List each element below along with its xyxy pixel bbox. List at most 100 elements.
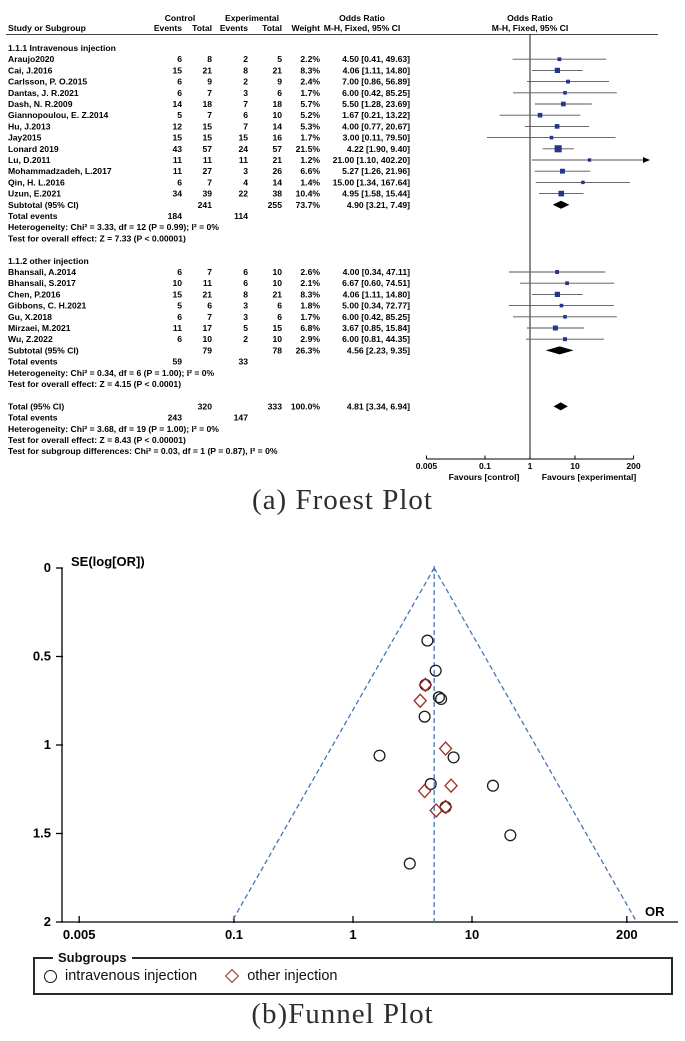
forest-text: 1.8% <box>300 301 320 311</box>
forest-text: 24 <box>238 144 248 154</box>
legend-items: intravenous injection other injection <box>35 959 671 993</box>
forest-text: 21 <box>272 65 282 75</box>
forest-text: 2.4% <box>300 77 320 87</box>
forest-row-study: Uzun, E.2021 <box>8 189 61 199</box>
funnel-point-diamond <box>418 677 433 693</box>
forest-text: 15 <box>172 133 182 143</box>
forest-row-study: Dantas, J. R.2021 <box>8 88 79 98</box>
forest-text: 7 <box>243 121 248 131</box>
forest-row-study: Araujo2020 <box>8 54 55 64</box>
funnel-y-tick-label: 1.5 <box>33 826 51 841</box>
forest-plot-caption: (a) Froest Plot <box>252 484 433 516</box>
forest-text: 26 <box>272 166 282 176</box>
forest-square-marker <box>554 124 560 129</box>
forest-text: 7 <box>207 312 212 322</box>
forest-row-study: Mohammadzadeh, L.2017 <box>8 166 112 176</box>
funnel-point-diamond <box>417 783 432 799</box>
forest-text: 8.3% <box>300 289 320 299</box>
forest-text: 10 <box>272 267 282 277</box>
forest-text: 11 <box>173 166 182 176</box>
forest-text: 4.90 [3.21, 7.49] <box>347 200 410 210</box>
forest-text: 5.50 [1.28, 23.69] <box>342 99 410 109</box>
forest-text: 1.2% <box>300 155 320 165</box>
forest-text: 34 <box>172 189 182 199</box>
forest-subtotal-diamond <box>545 346 574 355</box>
forest-text: 5.3% <box>300 121 320 131</box>
forest-square-marker <box>581 180 585 185</box>
col-header-method: M-H, Fixed, 95% CI <box>324 23 400 33</box>
forest-text: 4.56 [2.23, 9.35] <box>347 345 410 355</box>
forest-text: 26.3% <box>296 345 321 355</box>
forest-text: 3 <box>243 312 248 322</box>
forest-text: 2.1% <box>300 278 320 288</box>
forest-text: 15 <box>202 133 212 143</box>
subgroup-label: 1.1.1 Intravenous injection <box>8 43 116 53</box>
forest-row-study: Bhansali, A.2014 <box>8 267 76 277</box>
forest-text: 255 <box>268 200 283 210</box>
forest-arrow <box>643 157 650 163</box>
forest-text: 147 <box>234 413 249 423</box>
forest-text: 2 <box>243 54 248 64</box>
forest-text: 7 <box>243 99 248 109</box>
forest-text: 9 <box>207 77 212 87</box>
funnel-point-diamond <box>444 778 458 794</box>
forest-square-marker <box>560 101 566 107</box>
forest-text: 38 <box>272 189 282 199</box>
forest-text: 3.67 [0.85, 15.84] <box>342 323 410 333</box>
forest-text: 7 <box>207 110 212 120</box>
forest-text: 6.6% <box>300 166 320 176</box>
forest-text: 11 <box>239 155 248 165</box>
forest-text: 21.00 [1.10, 402.20] <box>333 155 411 165</box>
funnel-point-circle <box>418 710 431 723</box>
forest-text: 21 <box>272 155 282 165</box>
forest-text: 6 <box>277 301 282 311</box>
subgroup-label: 1.1.2 other injection <box>8 256 89 266</box>
forest-text: 11 <box>173 323 182 333</box>
forest-row-study: Lu, D.2011 <box>8 155 51 165</box>
forest-text: Subtotal (95% CI) <box>8 345 79 355</box>
forest-text: 2 <box>243 77 248 87</box>
funnel-y-tick-label: 2 <box>44 914 51 929</box>
col-header-study: Study or Subgroup <box>8 23 86 33</box>
plot-header-odds-ratio: Odds Ratio <box>507 13 553 23</box>
forest-text: 10 <box>202 334 212 344</box>
forest-row-study: Giannopoulou, E. Z.2014 <box>8 110 108 120</box>
forest-text: 8 <box>243 289 248 299</box>
forest-text: 14 <box>172 99 182 109</box>
forest-text: 6.00 [0.42, 85.25] <box>342 312 410 322</box>
funnel-x-tick-label: 10 <box>465 927 479 942</box>
forest-row-study: Gibbons, C. H.2021 <box>8 301 87 311</box>
forest-text: 21.5% <box>296 144 321 154</box>
forest-text: 7 <box>207 88 212 98</box>
col-header-control: Control <box>165 13 196 23</box>
forest-text: 33 <box>238 357 248 367</box>
forest-text: 21 <box>272 289 282 299</box>
overall-effect-note: Test for overall effect: Z = 4.15 (P < 0… <box>8 379 181 389</box>
forest-text: 18 <box>202 99 212 109</box>
funnel-point-circle <box>504 829 517 842</box>
forest-text: 10.4% <box>296 189 321 199</box>
funnel-y-tick-label: 1 <box>44 737 51 752</box>
forest-axis-tick-label: 200 <box>626 461 641 471</box>
forest-text: 5 <box>243 323 248 333</box>
forest-text: 11 <box>173 155 182 165</box>
funnel-plot-caption: (b)Funnel Plot <box>251 998 434 1030</box>
forest-square-marker <box>563 315 567 319</box>
funnel-x-tick-label: 0.1 <box>225 927 243 942</box>
forest-square-marker <box>560 168 565 174</box>
forest-text: 5 <box>277 54 282 64</box>
forest-text: 5 <box>177 301 182 311</box>
forest-subtotal-diamond <box>552 200 570 209</box>
forest-text: 11 <box>203 278 212 288</box>
forest-text: Total (95% CI) <box>8 401 64 411</box>
forest-text: 15 <box>202 121 212 131</box>
forest-text: 1.7% <box>300 312 320 322</box>
forest-text: 5.00 [0.34, 72.77] <box>342 301 410 311</box>
legend-label-other: other injection <box>247 968 338 984</box>
forest-square-marker <box>558 190 565 197</box>
forest-text: Total <box>262 23 282 33</box>
forest-text: 21 <box>202 289 212 299</box>
forest-text: 6.67 [0.60, 74.51] <box>342 278 410 288</box>
forest-text: 11 <box>203 155 212 165</box>
